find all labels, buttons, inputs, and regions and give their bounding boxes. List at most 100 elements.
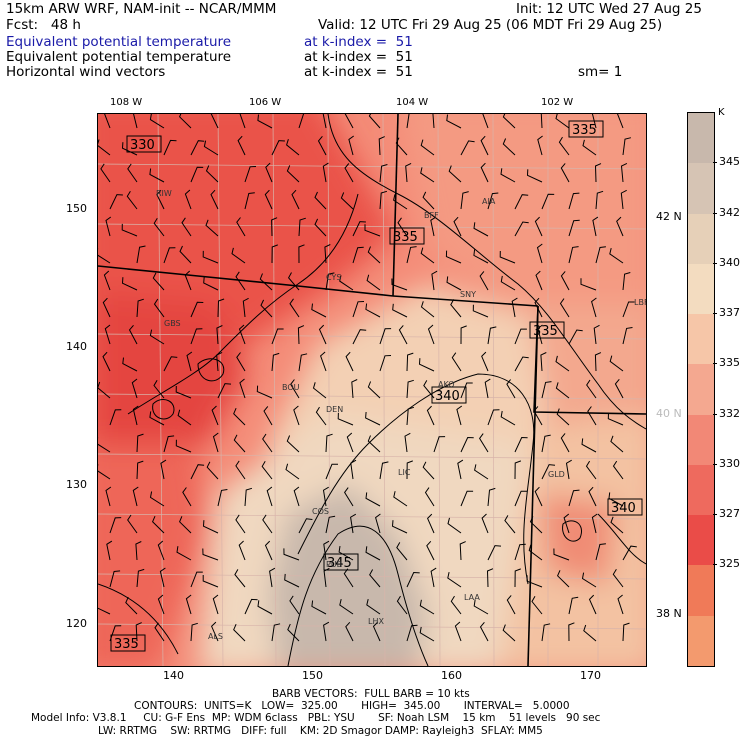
- colorbar-tick: [713, 363, 717, 365]
- y-tick-150: 150: [66, 202, 87, 215]
- wind-barb: [511, 297, 518, 318]
- wind-barb: [244, 598, 258, 615]
- wind-barb: [351, 379, 358, 399]
- contour-335-sw: [98, 583, 179, 655]
- wind-barb: [352, 329, 367, 345]
- wind-barb: [131, 378, 138, 399]
- wind-barb: [406, 114, 410, 129]
- wind-barb: [478, 433, 489, 453]
- wind-barb: [526, 169, 543, 183]
- wind-barb: [582, 139, 597, 156]
- wind-barb: [609, 355, 624, 372]
- wind-barb: [422, 191, 435, 210]
- field-name-2: Equivalent potential temperature: [6, 49, 232, 65]
- wind-barb: [426, 540, 435, 561]
- wind-barb: [175, 385, 192, 399]
- wind-barb: [149, 491, 165, 507]
- wind-barb: [541, 193, 555, 210]
- wind-barb: [558, 136, 570, 156]
- wind-barb: [427, 513, 435, 534]
- wind-barb: [109, 517, 122, 534]
- wind-barb: [379, 461, 389, 480]
- wind-barb: [568, 329, 583, 345]
- wind-barb: [320, 351, 327, 372]
- wind-barb: [237, 135, 246, 156]
- wind-barb: [499, 250, 516, 264]
- wind-barb: [534, 486, 543, 507]
- field-level-2: at k-index = 51: [304, 49, 413, 65]
- wind-barb: [396, 542, 408, 561]
- wind-barb: [555, 382, 570, 399]
- wind-barb: [260, 299, 273, 318]
- wind-barb: [269, 567, 276, 588]
- wind-barb: [233, 408, 246, 426]
- colorbar-label: 325: [719, 557, 740, 571]
- forecast-hour: Fcst: 48 h: [6, 17, 81, 33]
- wind-barb: [393, 491, 408, 507]
- wind-barb: [121, 142, 138, 156]
- wind-barb: [555, 355, 570, 372]
- wind-barb: [379, 328, 392, 345]
- wind-barb: [156, 189, 165, 210]
- wind-barb: [106, 540, 113, 561]
- y-tick-140: 140: [66, 340, 87, 353]
- wind-barb: [404, 432, 411, 453]
- wind-barb: [506, 595, 516, 615]
- wind-barb: [153, 217, 165, 237]
- wind-barb: [378, 136, 385, 156]
- wind-barb: [581, 438, 597, 453]
- wind-barb: [297, 325, 305, 345]
- colorbar-tick: [713, 262, 717, 264]
- wind-barb: [457, 459, 464, 480]
- wind-barb: [352, 301, 365, 318]
- wind-barb: [480, 135, 489, 156]
- wind-barb: [541, 623, 551, 642]
- wind-barb: [149, 168, 165, 183]
- wind-barb: [487, 409, 500, 426]
- wind-barb: [100, 163, 111, 183]
- wind-barb: [182, 487, 192, 507]
- wind-barb: [211, 621, 219, 642]
- county-grid: [98, 114, 646, 666]
- station-als: ALS: [208, 632, 223, 641]
- wind-barb: [594, 163, 602, 183]
- wind-barb: [179, 516, 192, 534]
- wind-barb: [231, 247, 246, 264]
- wind-barb: [286, 435, 300, 453]
- wind-barb: [203, 276, 219, 291]
- wind-barb: [190, 464, 205, 480]
- wind-barb: [481, 351, 489, 372]
- wind-barb: [420, 139, 435, 156]
- wind-barb: [536, 243, 543, 264]
- wind-barb: [244, 487, 253, 507]
- x-tick-140: 140: [163, 669, 184, 682]
- wind-barb: [556, 408, 570, 426]
- wind-barb: [271, 140, 285, 156]
- wind-barb: [447, 517, 462, 534]
- wind-barb: [366, 274, 381, 291]
- wind-barb: [190, 328, 203, 345]
- colorbar-tick: [713, 212, 717, 214]
- wind-barb: [261, 460, 273, 480]
- wind-barb: [244, 166, 257, 183]
- x-tick-160: 160: [441, 669, 462, 682]
- lon-label-106w: 106 W: [249, 97, 282, 108]
- wind-barb: [581, 572, 597, 588]
- wind-barb: [325, 515, 336, 534]
- colorbar-band: [688, 314, 714, 366]
- colorbar-label: 335: [719, 356, 740, 370]
- wind-barb: [560, 271, 570, 291]
- wind-barb: [163, 435, 175, 453]
- wind-barb: [453, 216, 462, 237]
- wind-barb: [238, 324, 246, 345]
- wind-barb: [235, 271, 246, 291]
- station-cys: CYS: [326, 273, 341, 282]
- wind-barb: [286, 165, 300, 183]
- wind-barb: [290, 379, 300, 399]
- wind-barb: [612, 460, 624, 480]
- wind-barb: [365, 411, 381, 426]
- wind-barb: [392, 303, 408, 318]
- wind-barb: [372, 621, 381, 642]
- wind-barb: [283, 548, 300, 561]
- wind-barb: [555, 114, 570, 129]
